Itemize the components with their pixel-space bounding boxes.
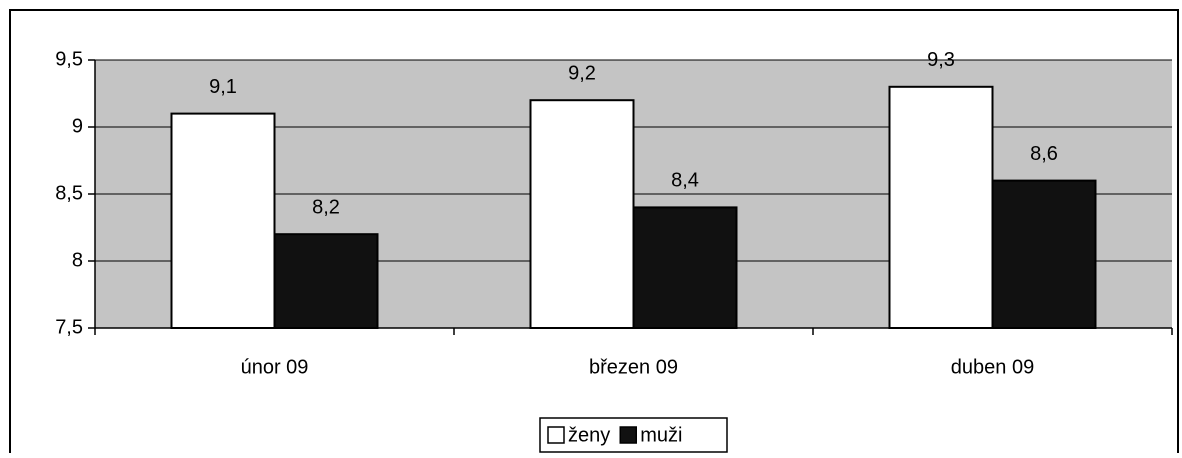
legend-swatch [547, 426, 565, 444]
x-tick-label: únor 09 [241, 356, 309, 378]
bar [170, 112, 276, 329]
y-tick-label: 8 [72, 249, 83, 271]
value-label: 8,4 [671, 170, 699, 192]
bar [529, 99, 635, 329]
bar [632, 206, 738, 329]
y-tick-label: 8,5 [55, 182, 83, 204]
value-label: 9,2 [568, 62, 596, 84]
bar [273, 233, 379, 329]
legend-swatch [619, 426, 637, 444]
y-tick-label: 9,5 [55, 48, 83, 70]
value-label: 9,3 [927, 49, 955, 71]
bar [991, 179, 1097, 329]
x-tick-label: březen 09 [589, 356, 678, 378]
legend-label: ženy [568, 424, 610, 446]
legend-label: muži [640, 424, 682, 446]
y-tick-label: 7,5 [55, 316, 83, 338]
value-label: 9,1 [209, 76, 237, 98]
bar [888, 85, 994, 329]
x-tick-label: duben 09 [951, 356, 1034, 378]
value-label: 8,2 [312, 196, 340, 218]
value-label: 8,6 [1030, 143, 1058, 165]
y-tick-label: 9 [72, 115, 83, 137]
